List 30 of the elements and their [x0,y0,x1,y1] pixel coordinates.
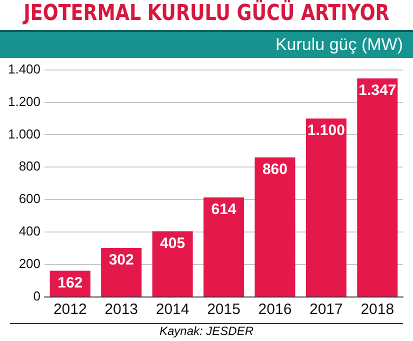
data-label: 614 [211,200,237,218]
bar [101,248,142,296]
bar [204,197,244,296]
bar [306,118,346,296]
data-label: 860 [262,161,288,178]
x-tick-label: 2016 [258,301,292,318]
data-label: 405 [160,234,186,252]
data-label: 302 [108,252,134,269]
data-label: 1.100 [307,122,345,140]
bar [357,78,398,296]
data-label: 1.347 [358,82,396,100]
y-tick-label: 200 [18,256,41,272]
y-tick-label: 1.000 [8,126,41,142]
y-tick-label: 600 [18,191,41,206]
data-label: 162 [58,274,83,292]
y-axis-title: Kurulu güç (MW) [0,30,413,58]
text: Kaynak: JESDER [10,323,403,338]
x-tick-label: 2015 [207,301,240,318]
y-tick-label: 1.200 [8,94,41,109]
y-tick-label: 0 [33,288,41,304]
bar [254,157,296,296]
x-tick-label: 2012 [53,301,87,318]
y-tick-label: 400 [18,224,41,239]
x-tick-label: 2018 [360,301,394,318]
x-tick-label: 2014 [156,301,190,318]
y-tick-label: 1.400 [8,61,41,76]
y-tick-label: 800 [18,158,41,174]
bar [152,231,193,296]
x-tick-label: 2017 [310,301,343,318]
x-tick-label: 2013 [104,301,138,318]
